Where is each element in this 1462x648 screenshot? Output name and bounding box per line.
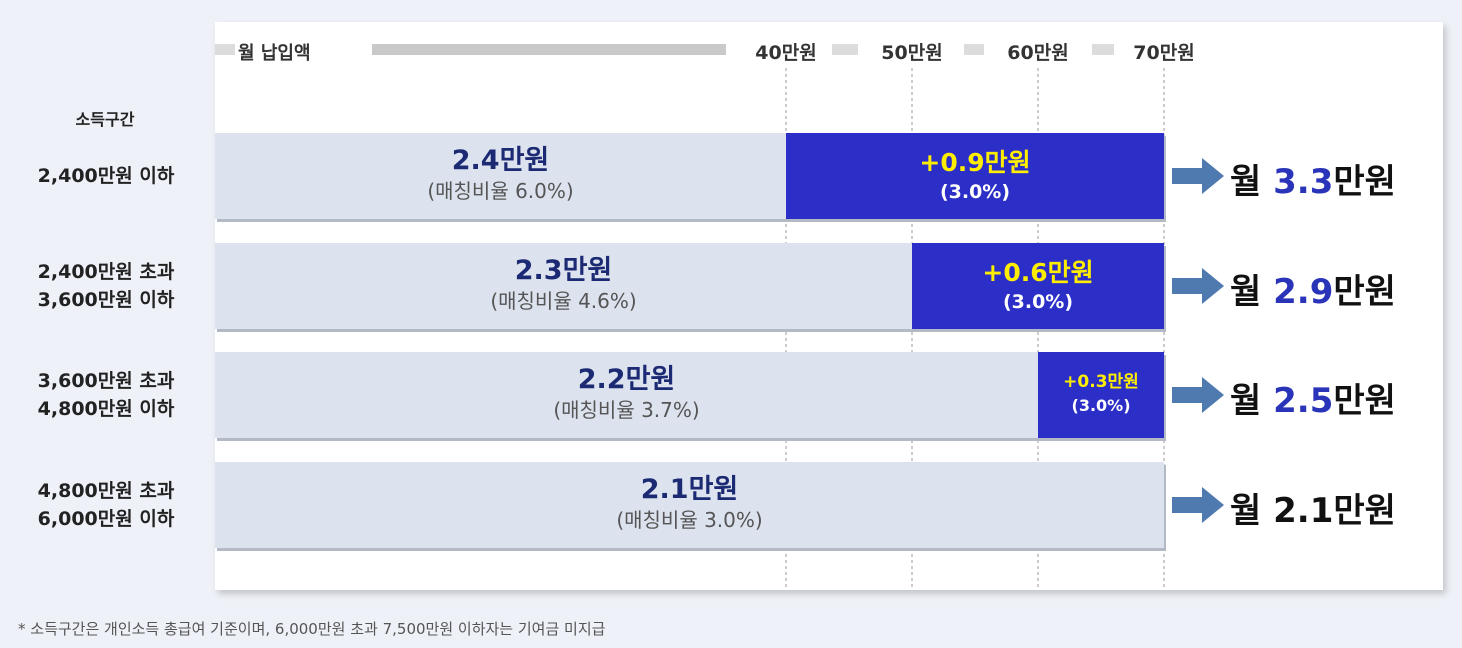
band-label-line-3-1: 6,000만원 이하 xyxy=(37,508,175,530)
extra-bar-1 xyxy=(912,243,1164,329)
extra-label-2: +0.3만원 (3.0%) xyxy=(1038,370,1164,418)
total-number-2: 2.5 xyxy=(1273,381,1334,421)
band-label-line-1-1: 3,600만원 이하 xyxy=(37,289,175,311)
x-axis-bar-gap-2 xyxy=(964,44,984,55)
base-value-3: 2.1만원 xyxy=(640,474,739,505)
base-ratio-3: (매칭비율 3.0%) xyxy=(616,508,763,532)
band-label-0: 2,400만원 이하 xyxy=(0,162,212,190)
x-tick-60: 60만원 xyxy=(1007,42,1069,64)
extra-ratio-1: (3.0%) xyxy=(1002,291,1074,313)
arrow-icon-1 xyxy=(1172,268,1224,304)
x-tick-40: 40만원 xyxy=(755,42,817,64)
extra-value-0: +0.9만원 xyxy=(919,148,1031,177)
x-axis-bar-gap-1 xyxy=(832,44,858,55)
base-value-0: 2.4만원 xyxy=(451,145,550,176)
total-unit-3: 만원 xyxy=(1333,491,1396,531)
total-prefix-3: 월 xyxy=(1230,491,1274,531)
x-axis-bar-gap-3 xyxy=(1092,44,1114,55)
extra-ratio-0: (3.0%) xyxy=(939,181,1011,203)
band-label-line-0-0: 2,400만원 이하 xyxy=(37,165,175,187)
base-ratio-2: (매칭비율 3.7%) xyxy=(553,398,700,422)
x-tick-50: 50만원 xyxy=(881,42,943,64)
total-number-3: 2.1 xyxy=(1273,491,1334,531)
total-label-1: 월 2.9만원 xyxy=(1230,264,1396,313)
total-unit-0: 만원 xyxy=(1333,162,1396,202)
total-unit-2: 만원 xyxy=(1333,381,1396,421)
band-label-2: 3,600만원 초과 4,800만원 이하 xyxy=(0,367,212,423)
extra-label-1: +0.6만원 (3.0%) xyxy=(912,257,1164,315)
arrow-icon-3 xyxy=(1172,487,1224,523)
base-bar-0 xyxy=(215,133,786,219)
x-axis-title-bar xyxy=(372,44,726,55)
base-label-2: 2.2만원 (매칭비율 3.7%) xyxy=(215,364,1038,424)
band-label-line-2-1: 4,800만원 이하 xyxy=(37,398,175,420)
row-header: 소득구간 xyxy=(75,110,135,129)
x-axis-title-bar-left xyxy=(215,44,235,55)
base-label-3: 2.1만원 (매칭비율 3.0%) xyxy=(215,474,1164,534)
band-label-line-2-0: 3,600만원 초과 xyxy=(37,370,175,392)
x-axis-title: 월 납입액 xyxy=(238,43,311,64)
total-label-0: 월 3.3만원 xyxy=(1230,154,1396,203)
base-label-1: 2.3만원 (매칭비율 4.6%) xyxy=(215,255,912,315)
footnote: * 소득구간은 개인소득 총급여 기준이며, 6,000만원 초과 7,500만… xyxy=(18,620,606,638)
extra-bar-0 xyxy=(786,133,1164,219)
band-label-line-1-0: 2,400만원 초과 xyxy=(37,261,175,283)
base-bar-1 xyxy=(215,243,912,329)
total-number-0: 3.3 xyxy=(1273,162,1334,202)
total-prefix-0: 월 xyxy=(1230,162,1274,202)
total-prefix-2: 월 xyxy=(1230,381,1274,421)
extra-bar-2 xyxy=(1038,352,1164,438)
band-label-3: 4,800만원 초과 6,000만원 이하 xyxy=(0,477,212,533)
base-ratio-1: (매칭비율 4.6%) xyxy=(490,289,637,313)
total-number-1: 2.9 xyxy=(1273,272,1334,312)
base-bar-2 xyxy=(215,352,1038,438)
base-label-0: 2.4만원 (매칭비율 6.0%) xyxy=(215,145,786,205)
arrow-icon-0 xyxy=(1172,158,1224,194)
arrow-icon-2 xyxy=(1172,377,1224,413)
base-bar-3 xyxy=(215,462,1164,548)
base-ratio-0: (매칭비율 6.0%) xyxy=(427,179,574,203)
total-unit-1: 만원 xyxy=(1333,272,1396,312)
base-value-2: 2.2만원 xyxy=(577,364,676,395)
x-tick-70: 70만원 xyxy=(1133,42,1195,64)
extra-value-2: +0.3만원 xyxy=(1063,372,1139,392)
band-label-1: 2,400만원 초과 3,600만원 이하 xyxy=(0,258,212,314)
extra-label-0: +0.9만원 (3.0%) xyxy=(786,147,1164,205)
extra-ratio-2: (3.0%) xyxy=(1071,396,1131,415)
total-prefix-1: 월 xyxy=(1230,272,1274,312)
extra-value-1: +0.6만원 xyxy=(982,258,1094,287)
total-label-2: 월 2.5만원 xyxy=(1230,373,1396,422)
band-label-line-3-0: 4,800만원 초과 xyxy=(37,480,175,502)
base-value-1: 2.3만원 xyxy=(514,255,613,286)
total-label-3: 월 2.1만원 xyxy=(1230,483,1396,532)
